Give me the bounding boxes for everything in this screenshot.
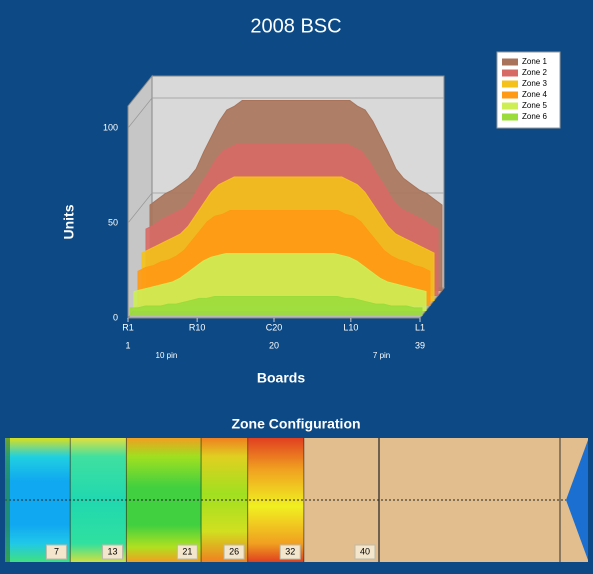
- grid-line: [127, 97, 444, 129]
- legend-swatch: [502, 58, 518, 66]
- legend-label: Zone 3: [522, 79, 547, 88]
- x-tick-label: C20: [266, 322, 283, 332]
- area: [129, 296, 423, 316]
- x-axis-label: Boards: [257, 370, 305, 386]
- zone-label: 13: [108, 546, 118, 556]
- legend-swatch: [502, 69, 518, 77]
- zone-label-box: [223, 544, 245, 560]
- zone-config-title: Zone Configuration: [231, 416, 360, 432]
- lane-edge: [5, 438, 10, 562]
- zone-label: 21: [182, 546, 192, 556]
- board-label: 1: [125, 340, 130, 350]
- x-tick-label: L1: [415, 322, 425, 332]
- zone-label: 26: [229, 546, 239, 556]
- legend-swatch: [502, 102, 518, 110]
- pin-label: 10 pin: [156, 351, 178, 360]
- legend: Zone 1 Zone 2 Zone 3 Zone 4 Zone 5 Zone 6: [496, 51, 561, 129]
- legend-label: Zone 4: [522, 90, 547, 99]
- legend-swatch: [502, 113, 518, 121]
- legend-label: Zone 1: [522, 57, 547, 66]
- zone-label: 32: [285, 546, 295, 556]
- x-tick-label: R1: [122, 322, 134, 332]
- legend-swatch: [502, 91, 518, 99]
- y-tick-label: 50: [108, 217, 118, 227]
- legend-swatch: [502, 80, 518, 88]
- area: [133, 253, 427, 311]
- zone-label-box: [102, 544, 124, 560]
- board-label: 20: [269, 340, 279, 350]
- board-label: 39: [415, 340, 425, 350]
- x-tick-label: L10: [343, 322, 358, 332]
- pin-label: 7 pin: [373, 351, 390, 360]
- x-tick-label: R10: [189, 322, 206, 332]
- zone-label-box: [354, 544, 376, 560]
- legend-label: Zone 6: [522, 112, 547, 121]
- y-axis-label: Units: [61, 204, 77, 239]
- zone-label-box: [176, 544, 198, 560]
- legend-label: Zone 5: [522, 101, 547, 110]
- y-tick-label: 0: [113, 312, 118, 322]
- y-tick-label: 100: [103, 122, 118, 132]
- legend-label: Zone 2: [522, 68, 547, 77]
- zone-block: [126, 438, 202, 562]
- zone-block: [248, 438, 305, 562]
- pin-deck-arrow: [566, 440, 588, 560]
- zone-label-box: [279, 544, 301, 560]
- zone-label: 7: [54, 546, 59, 556]
- chart-title: 2008 BSC: [250, 15, 341, 37]
- zone-label: 40: [360, 546, 370, 556]
- zone-label-box: [45, 544, 67, 560]
